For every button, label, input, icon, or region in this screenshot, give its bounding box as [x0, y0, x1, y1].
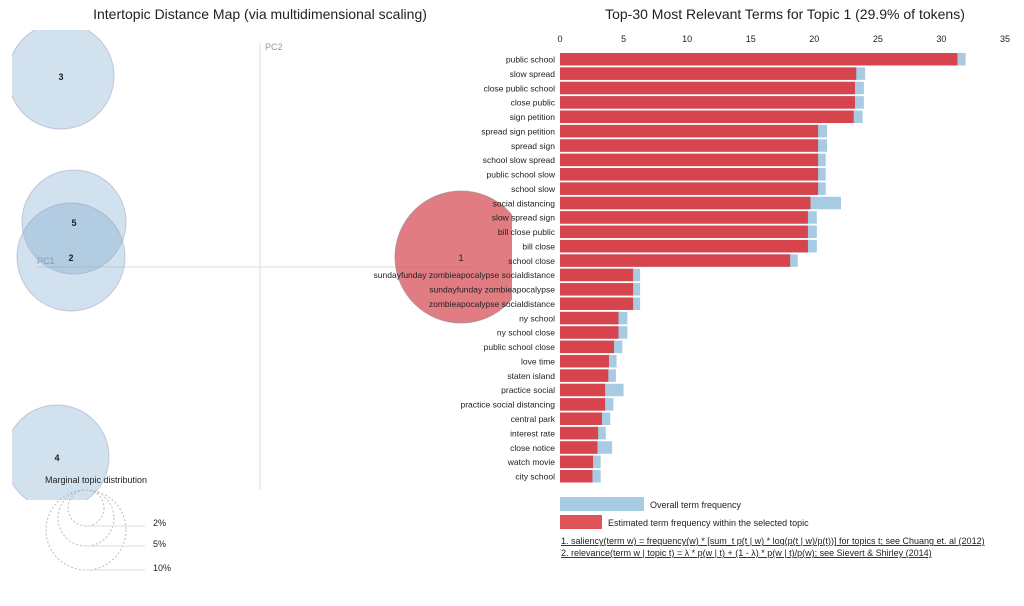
bar-topic: [560, 110, 854, 124]
term-label[interactable]: bill close public: [498, 227, 556, 237]
term-label[interactable]: love time: [521, 356, 555, 366]
term-label[interactable]: sundayfunday zombieapocalypse socialdist…: [374, 270, 556, 280]
term-label[interactable]: zombieapocalypse socialdistance: [429, 299, 555, 309]
topic-label-1: 1: [458, 253, 463, 263]
x-tick-label: 30: [936, 34, 946, 44]
size-legend-title: Marginal topic distribution: [45, 475, 147, 485]
term-label[interactable]: close public school: [484, 83, 555, 93]
term-label[interactable]: slow spread: [510, 69, 556, 79]
bar-topic: [560, 67, 857, 80]
bar-topic: [560, 81, 855, 95]
term-label[interactable]: close public: [511, 98, 556, 108]
size-label: 5%: [153, 539, 166, 549]
legend-swatch-topic: [560, 515, 602, 529]
mds-title: Intertopic Distance Map (via multidimens…: [93, 6, 427, 22]
topic-circle-4[interactable]: [5, 404, 110, 509]
topic-circle-3[interactable]: [8, 23, 115, 130]
term-label[interactable]: public school slow: [486, 170, 555, 180]
term-label[interactable]: watch movie: [507, 457, 556, 467]
bar-topic: [560, 225, 808, 239]
bar-topic: [560, 153, 819, 167]
bar-topic: [560, 182, 819, 195]
footnote-relevance-link[interactable]: 2. relevance(term w | topic t) = λ * p(w…: [561, 548, 932, 558]
bar-topic: [560, 383, 606, 397]
term-label[interactable]: spread sign petition: [481, 126, 555, 136]
x-tick-label: 10: [682, 34, 692, 44]
term-label[interactable]: school slow: [511, 184, 556, 194]
bar-topic: [560, 340, 615, 354]
topic-circle-2[interactable]: [16, 202, 126, 312]
bar-topic: [560, 297, 634, 310]
x-tick-label: 20: [809, 34, 819, 44]
term-label[interactable]: public school: [506, 55, 555, 65]
term-label[interactable]: sign petition: [510, 112, 556, 122]
x-tick-label: 0: [557, 34, 562, 44]
size-label: 10%: [153, 563, 171, 573]
x-tick-label: 35: [1000, 34, 1010, 44]
term-label[interactable]: interest rate: [510, 428, 555, 438]
x-tick-label: 5: [621, 34, 626, 44]
bar-topic: [560, 441, 598, 454]
size-circle-5pct: [57, 489, 115, 547]
bar-topic: [560, 96, 855, 109]
term-label[interactable]: ny school: [519, 313, 555, 323]
topic-label-2: 2: [68, 253, 73, 263]
bar-title: Top-30 Most Relevant Terms for Topic 1 (…: [605, 6, 965, 22]
bar-topic: [560, 398, 606, 411]
term-label[interactable]: sundayfunday zombieapocalypse: [429, 285, 555, 295]
x-tick-label: 25: [873, 34, 883, 44]
bar-topic: [560, 470, 593, 483]
bar-topic: [560, 268, 634, 282]
topic-circle-5[interactable]: [21, 169, 127, 275]
term-label[interactable]: social distancing: [493, 198, 556, 208]
bar-topic: [560, 326, 619, 339]
term-label[interactable]: central park: [511, 414, 556, 424]
topic-label-5: 5: [71, 218, 76, 228]
size-label: 2%: [153, 518, 166, 528]
term-label[interactable]: school close: [508, 256, 555, 266]
bar-topic: [560, 311, 619, 325]
bar-topic: [560, 412, 602, 425]
term-label[interactable]: slow spread sign: [492, 213, 556, 223]
topic-label-4: 4: [54, 453, 59, 463]
bar-topic: [560, 426, 599, 440]
term-label[interactable]: close notice: [510, 443, 555, 453]
bar-topic: [560, 354, 609, 368]
term-label[interactable]: school slow spread: [483, 155, 556, 165]
term-label[interactable]: staten island: [507, 371, 555, 381]
bar-topic: [560, 196, 811, 210]
bar-topic: [560, 239, 808, 253]
bar-topic: [560, 211, 808, 224]
term-label[interactable]: practice social distancing: [461, 400, 556, 410]
bar-topic: [560, 53, 958, 66]
topic-circle-1[interactable]: [394, 190, 527, 324]
bar-topic: [560, 369, 609, 382]
topic-label-3: 3: [58, 72, 63, 82]
term-label[interactable]: public school close: [484, 342, 556, 352]
x-tick-label: 15: [746, 34, 756, 44]
term-label[interactable]: city school: [515, 472, 555, 482]
bar-topic: [560, 283, 634, 296]
pc1-label: PC1: [37, 256, 55, 266]
term-label[interactable]: bill close: [522, 241, 555, 251]
bar-topic: [560, 254, 791, 267]
term-label[interactable]: practice social: [501, 385, 555, 395]
term-label[interactable]: spread sign: [511, 141, 555, 151]
pc2-label: PC2: [265, 42, 283, 52]
bar-topic: [560, 168, 819, 181]
bar-topic: [560, 124, 819, 138]
footnote-saliency-link[interactable]: 1. saliency(term w) = frequency(w) * [su…: [561, 536, 985, 546]
size-legend: 2% 5% 10%: [45, 489, 171, 573]
bar-topic: [560, 139, 819, 152]
legend-swatch-overall: [560, 497, 644, 511]
bar-topic: [560, 455, 594, 469]
legend-label-overall: Overall term frequency: [650, 500, 742, 510]
term-label[interactable]: ny school close: [497, 328, 555, 338]
size-circle-10pct: [45, 489, 127, 571]
legend-label-topic: Estimated term frequency within the sele…: [608, 518, 809, 528]
